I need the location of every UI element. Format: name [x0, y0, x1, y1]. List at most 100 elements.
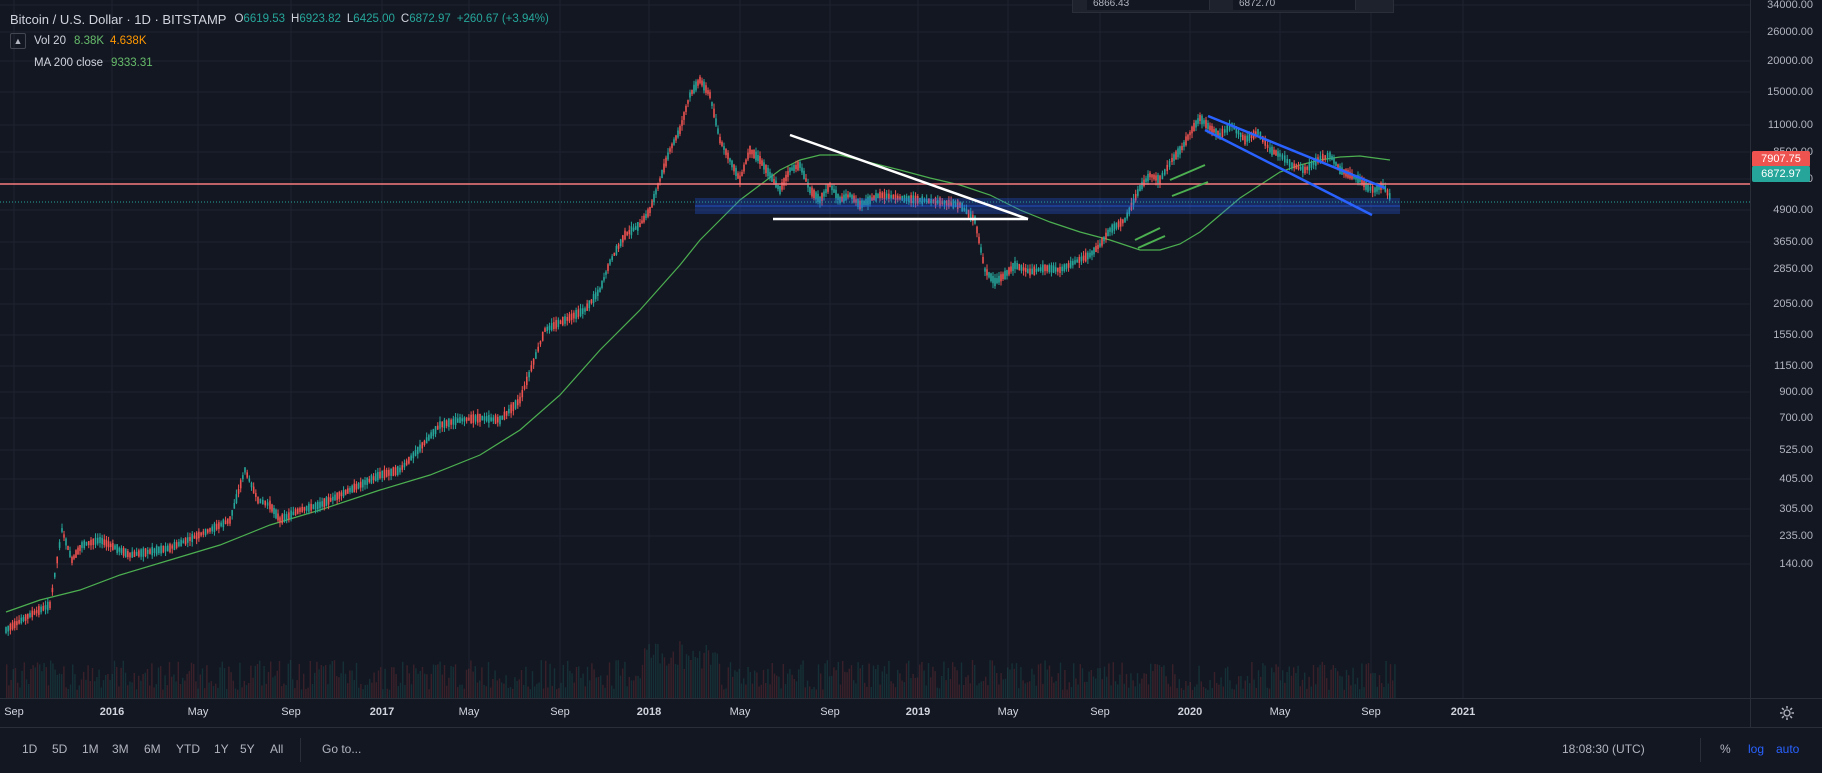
price-tick-label: 405.00	[1779, 473, 1813, 485]
candle-body	[1059, 267, 1061, 273]
ma-legend-row[interactable]: MA 200 close 9333.31	[10, 52, 555, 74]
candle-body	[112, 542, 114, 550]
flag-lower-green	[1171, 181, 1209, 197]
symbol-title[interactable]: Bitcoin / U.S. Dollar · 1D · BITSTAMP	[10, 11, 227, 27]
candle-body	[769, 171, 771, 179]
candle-body	[1078, 257, 1081, 263]
range-button-ytd[interactable]: YTD	[176, 742, 200, 756]
volume-bar	[459, 684, 461, 698]
volume-bar	[105, 674, 107, 698]
candle-body	[1308, 162, 1311, 171]
range-button-all[interactable]: All	[270, 742, 284, 756]
candle-body	[679, 126, 681, 134]
candle-body	[1000, 274, 1002, 282]
volume-bar	[1383, 687, 1385, 698]
candle-body	[144, 548, 147, 557]
candle-body	[645, 213, 647, 219]
volume-bar	[993, 665, 996, 698]
chart-pane[interactable]: 6866.43 6872.70 Bitcoin / U.S. Dollar · …	[0, 0, 1750, 698]
volume-bar	[76, 689, 78, 698]
log-scale-toggle[interactable]: log	[1748, 742, 1765, 756]
time-tick-label: Sep	[1361, 706, 1381, 718]
volume-bar	[890, 681, 892, 698]
price-axis[interactable]: 34000.00 26000.00 20000.00 15000.00 11000.00…	[1750, 0, 1822, 698]
volume-bar	[397, 685, 399, 698]
range-button-1d[interactable]: 1D	[22, 742, 38, 756]
candle-body	[737, 173, 739, 179]
volume-indicator-label[interactable]: Vol 20	[34, 35, 66, 47]
buy-price-box[interactable]: 6872.70	[1233, 0, 1356, 10]
go-to-date-button[interactable]: Go to...	[322, 742, 362, 756]
volume-bar	[1345, 669, 1348, 698]
volume-bar	[1260, 676, 1262, 698]
candle-body	[414, 449, 417, 456]
volume-bar	[113, 660, 116, 698]
range-button-6m[interactable]: 6M	[144, 742, 161, 756]
price-chart-canvas[interactable]	[0, 0, 1750, 698]
volume-bar	[1372, 672, 1374, 698]
candle-body	[492, 417, 495, 422]
ma-value: 9333.31	[111, 57, 153, 69]
candle-body	[761, 160, 763, 166]
volume-bar	[547, 687, 549, 698]
ma-indicator-label[interactable]: MA 200 close	[34, 57, 104, 69]
volume-legend-row[interactable]: ▲ Vol 20 8.38K 4.638K	[10, 30, 555, 52]
sell-price-box[interactable]: 6866.43	[1087, 0, 1210, 10]
time-axis[interactable]: Sep 2016 May Sep 2017 May Sep 2018 May Sep 2019 May…	[0, 698, 1750, 727]
volume-bar	[349, 670, 351, 698]
candle-body	[1248, 133, 1251, 141]
chevron-up-icon[interactable]: ▲	[10, 33, 26, 49]
candle-body	[787, 171, 789, 177]
range-button-3m[interactable]: 3M	[112, 742, 129, 756]
volume-bar	[604, 687, 606, 698]
volume-bar	[611, 685, 613, 698]
candle-body	[116, 544, 118, 553]
volume-bar	[542, 688, 545, 698]
chart-settings-button[interactable]	[1750, 698, 1822, 727]
auto-scale-toggle[interactable]: auto	[1776, 742, 1800, 756]
candle-body	[619, 239, 622, 247]
volume-bar	[190, 662, 193, 698]
candle-body	[481, 415, 484, 421]
volume-bar	[1284, 682, 1286, 698]
utc-clock[interactable]: 18:08:30 (UTC)	[1562, 742, 1645, 756]
volume-bar	[650, 657, 652, 698]
candle-body	[1151, 174, 1153, 178]
candle-body	[795, 164, 797, 170]
range-button-5y[interactable]: 5Y	[240, 742, 255, 756]
volume-bar	[714, 652, 716, 698]
candle-body	[992, 275, 994, 284]
volume-bar	[138, 675, 140, 698]
candle-body	[586, 303, 588, 311]
candle-body	[385, 469, 388, 477]
volume-bar	[740, 683, 743, 698]
volume-bar	[971, 660, 974, 698]
candle-body	[419, 444, 421, 452]
candle-body	[1337, 164, 1339, 170]
range-button-1y[interactable]: 1Y	[214, 742, 229, 756]
volume-bar	[727, 667, 729, 698]
candle-body	[381, 470, 384, 479]
percent-scale-toggle[interactable]: %	[1720, 742, 1731, 756]
volume-bar	[681, 644, 683, 698]
volume-bar	[50, 660, 52, 698]
volume-bar	[320, 665, 322, 698]
candle-body	[1291, 162, 1293, 168]
range-button-1m[interactable]: 1M	[82, 742, 99, 756]
volume-bar	[177, 661, 179, 698]
range-button-5d[interactable]: 5D	[52, 742, 68, 756]
volume-bar	[1394, 664, 1396, 698]
candle-body	[494, 415, 497, 424]
candle-body	[1173, 154, 1175, 161]
candle-body	[63, 534, 65, 538]
candle-body	[22, 617, 25, 622]
volume-bar	[373, 672, 375, 698]
volume-bar	[703, 652, 705, 698]
candle-body	[439, 421, 441, 429]
volume-bar	[978, 683, 980, 698]
candle-body	[959, 202, 961, 208]
volume-bar	[791, 674, 793, 698]
volume-bar	[232, 680, 234, 698]
volume-bar	[901, 680, 903, 698]
candle-body	[87, 541, 90, 546]
